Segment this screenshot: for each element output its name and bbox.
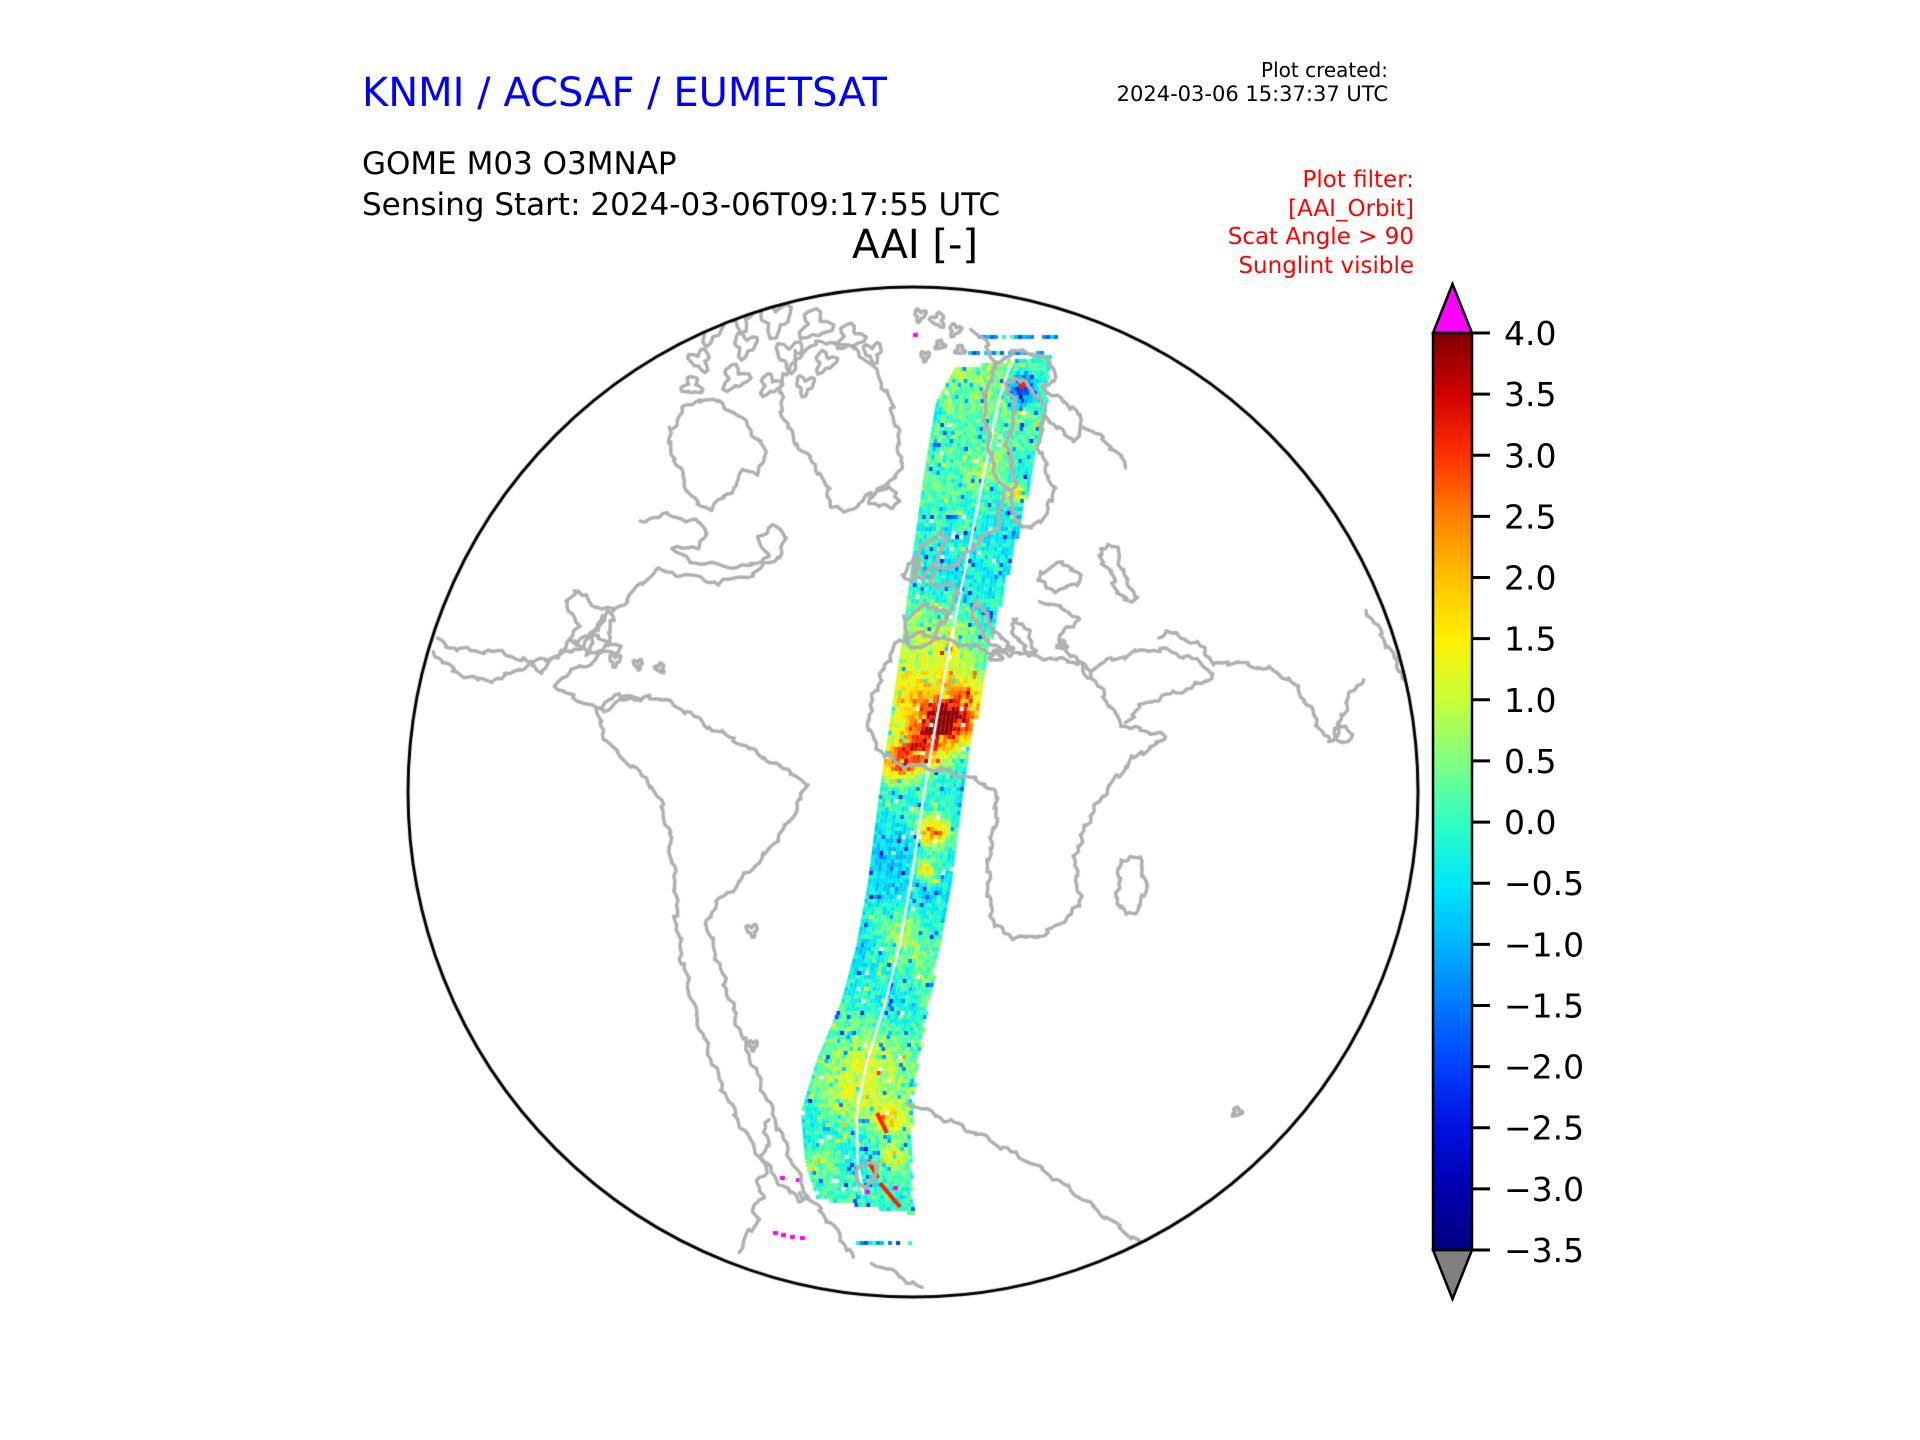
colorbar-tick-label: −1.5 bbox=[1504, 986, 1584, 1025]
plot-created-label: Plot created: bbox=[1261, 58, 1388, 82]
map-title: AAI [-] bbox=[852, 222, 978, 268]
product-name: GOME M03 O3MNAP bbox=[362, 146, 677, 182]
plot-created-timestamp: 2024-03-06 15:37:37 UTC bbox=[1116, 82, 1388, 106]
plot-filter-line: [AAI_Orbit] bbox=[1288, 195, 1414, 222]
plot-filter-line: Plot filter: bbox=[1302, 167, 1414, 193]
colorbar-tick-label: −0.5 bbox=[1504, 864, 1584, 903]
colorbar-tick-label: 1.5 bbox=[1504, 620, 1556, 659]
colorbar-under-arrow bbox=[1431, 1248, 1474, 1303]
colorbar-over-arrow bbox=[1431, 280, 1474, 335]
plot-created: Plot created: 2024-03-06 15:37:37 UTC bbox=[1117, 58, 1388, 107]
colorbar-tick-label: 0.0 bbox=[1504, 803, 1556, 842]
colorbar-tick-label: −2.5 bbox=[1504, 1109, 1584, 1148]
colorbar-tick-label: 3.0 bbox=[1504, 436, 1556, 475]
sensing-start: Sensing Start: 2024-03-06T09:17:55 UTC bbox=[362, 187, 1000, 223]
plot-filter-line: Sunglint visible bbox=[1238, 252, 1414, 279]
page-title: KNMI / ACSAF / EUMETSAT bbox=[362, 70, 887, 116]
colorbar-gradient bbox=[1431, 331, 1474, 1252]
plot-filter-annotation: Plot filter: [AAI_Orbit] Scat Angle > 90 Su… bbox=[1228, 166, 1414, 280]
colorbar-tick-label: 1.0 bbox=[1504, 681, 1556, 720]
colorbar-tick-label: 3.5 bbox=[1504, 375, 1556, 414]
colorbar-tick-label: −2.0 bbox=[1504, 1048, 1584, 1087]
colorbar-tick-label: 4.0 bbox=[1504, 314, 1556, 353]
colorbar-tick-label: 2.5 bbox=[1504, 497, 1556, 536]
colorbar-tick-label: −3.0 bbox=[1504, 1170, 1584, 1209]
colorbar-tick-label: 0.5 bbox=[1504, 742, 1556, 781]
colorbar-tick-label: 2.0 bbox=[1504, 559, 1556, 598]
colorbar-tick-label: −1.0 bbox=[1504, 925, 1584, 964]
colorbar-tick-label: −3.5 bbox=[1504, 1231, 1584, 1270]
plot-filter-line: Scat Angle > 90 bbox=[1227, 224, 1414, 250]
